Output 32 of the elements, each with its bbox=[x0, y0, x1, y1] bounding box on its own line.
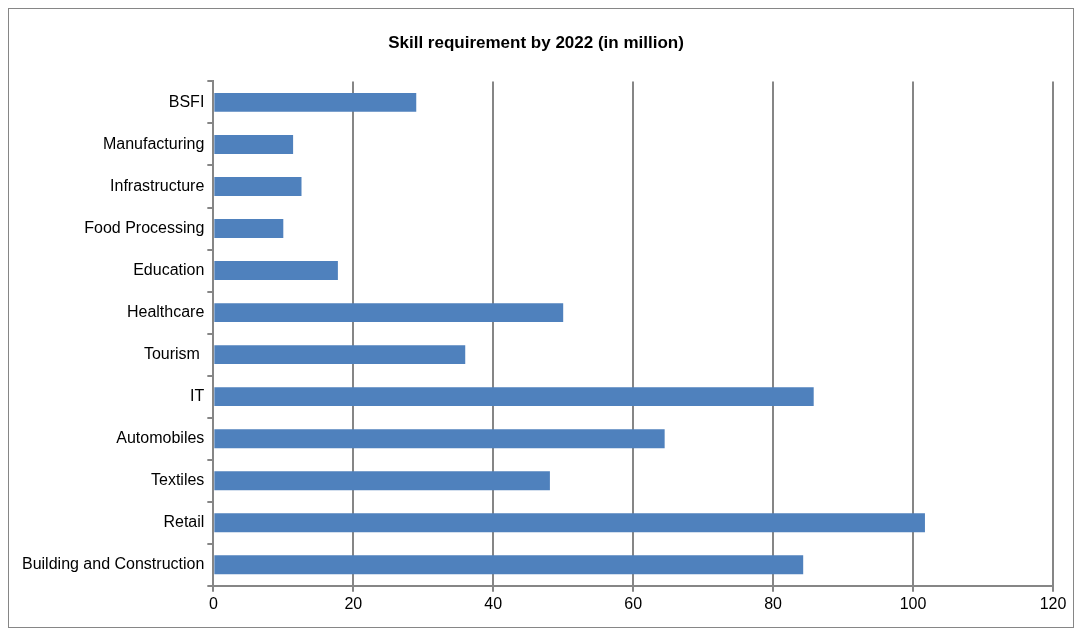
x-tick-label: 60 bbox=[624, 594, 643, 612]
y-tick-label: Textiles bbox=[150, 471, 205, 489]
y-tick-label: BSFI bbox=[168, 92, 205, 110]
y-tick-label: IT bbox=[190, 387, 205, 405]
y-tick-label: Education bbox=[133, 260, 205, 278]
bar bbox=[214, 471, 550, 491]
bar bbox=[214, 345, 466, 365]
x-tick-label: 40 bbox=[484, 594, 503, 612]
x-tick-label: 120 bbox=[1039, 594, 1067, 612]
y-tick-label: Building and Construction bbox=[21, 555, 205, 573]
bar bbox=[214, 219, 284, 238]
x-tick-label: 20 bbox=[344, 594, 363, 612]
bar bbox=[214, 429, 665, 449]
y-tick-label: Tourism bbox=[143, 345, 205, 363]
x-tick-label: 100 bbox=[899, 594, 927, 612]
y-tick-label: Retail bbox=[163, 513, 205, 531]
y-tick-label: Infrastructure bbox=[110, 176, 205, 194]
y-tick-label: Manufacturing bbox=[102, 134, 205, 152]
bar bbox=[214, 303, 564, 323]
bar bbox=[214, 261, 338, 281]
y-tick-label: Healthcare bbox=[126, 302, 205, 320]
y-tick-label: Automobiles bbox=[116, 429, 205, 447]
y-tick-label: Food Processing bbox=[84, 218, 205, 236]
bar bbox=[214, 387, 814, 407]
bar bbox=[214, 513, 925, 533]
bar bbox=[214, 177, 302, 196]
x-tick-label: 0 bbox=[208, 594, 218, 612]
x-tick-label: 80 bbox=[764, 594, 783, 612]
bar bbox=[214, 555, 804, 575]
bar bbox=[214, 134, 294, 154]
bar bbox=[214, 92, 417, 112]
chart-title: Skill requirement by 2022 (in million) bbox=[388, 32, 684, 52]
